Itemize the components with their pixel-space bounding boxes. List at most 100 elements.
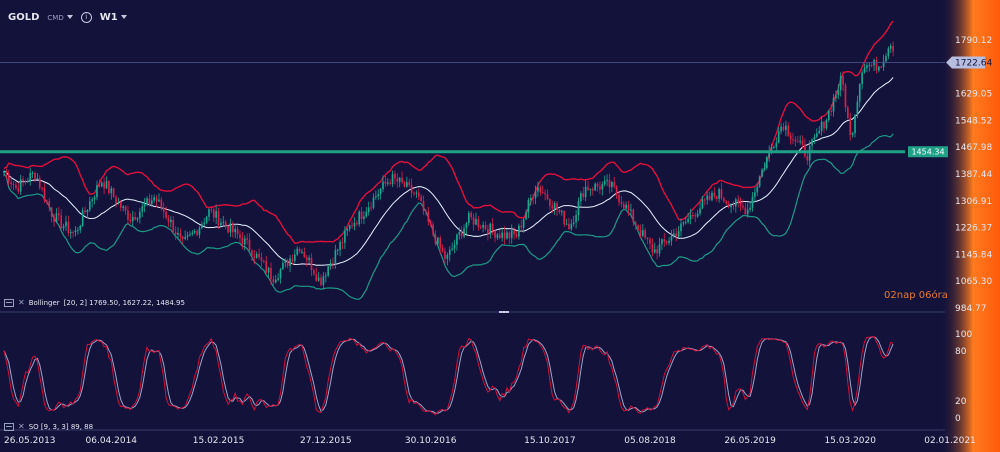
candle-body: [591, 189, 594, 191]
candle-body: [532, 198, 535, 200]
candle-body: [868, 65, 871, 67]
candle-body: [839, 76, 842, 91]
candle-body: [286, 260, 289, 266]
price-axis-tick: 1226.37: [955, 224, 992, 234]
pane-resize-handle[interactable]: [499, 311, 509, 313]
candle-body: [477, 219, 480, 227]
stoch-k-line: [3, 335, 894, 416]
candle-body: [86, 209, 89, 213]
candle-body: [220, 222, 222, 226]
indicator-settings-icon[interactable]: [4, 298, 14, 307]
candle-body: [396, 178, 399, 182]
candle-body: [618, 194, 620, 203]
candle-body: [620, 202, 623, 204]
candle-body: [170, 219, 172, 223]
candle-body: [877, 66, 880, 71]
candle-body: [460, 232, 463, 237]
candle-body: [675, 233, 678, 237]
candle-body: [823, 121, 825, 129]
candle-body: [780, 126, 782, 132]
info-icon[interactable]: i: [80, 11, 92, 23]
candle-body: [689, 215, 692, 219]
candle-body: [696, 213, 699, 217]
close-icon[interactable]: ✕: [18, 422, 25, 431]
candle-body: [296, 248, 299, 255]
candle-body: [432, 224, 434, 235]
candle-body: [62, 226, 65, 229]
candle-body: [458, 232, 461, 235]
candle-body: [563, 210, 566, 225]
last-price-tag: [946, 56, 985, 69]
candle-body: [234, 228, 237, 233]
candle-body: [79, 225, 82, 230]
candle-body: [734, 199, 737, 207]
candle-body: [315, 274, 318, 281]
candle-body: [162, 207, 165, 212]
candle-body: [410, 184, 413, 193]
time-axis-tick: 02.01.2021: [924, 436, 976, 446]
chevron-down-icon: [66, 14, 73, 19]
candle-body: [637, 225, 639, 230]
candle-body: [467, 212, 470, 224]
candle-body: [587, 186, 589, 191]
candle-body: [15, 184, 17, 188]
candle-body: [544, 192, 546, 195]
close-icon[interactable]: ✕: [18, 298, 25, 307]
candle-body: [270, 267, 272, 280]
candle-body: [124, 206, 127, 211]
candle-body: [155, 197, 158, 202]
candle-body: [313, 270, 315, 275]
indicator-settings-icon[interactable]: [4, 422, 14, 431]
candle-body: [885, 56, 887, 62]
candle-body: [453, 244, 456, 249]
candle-body: [513, 230, 515, 235]
candle-body: [577, 201, 580, 216]
candle-body: [672, 233, 675, 236]
candle-body: [613, 181, 616, 187]
time-axis-tick: 05.08.2018: [624, 436, 676, 446]
candle-body: [139, 211, 141, 219]
symbol-label[interactable]: GOLD: [8, 11, 40, 23]
candle-body: [713, 192, 716, 197]
candle-body: [253, 256, 256, 258]
candle-body: [434, 234, 437, 245]
candle-body: [701, 199, 704, 209]
candle-body: [293, 254, 296, 261]
candle-body: [549, 199, 551, 206]
time-axis: 26.05.2013 06.04.2014 15.02.2015 27.12.2015…: [4, 436, 976, 446]
candle-body: [324, 275, 327, 277]
candle-body: [267, 267, 270, 273]
candle-body: [417, 192, 420, 197]
candle-body: [386, 182, 389, 184]
candle-body: [558, 210, 561, 213]
timeframe-selector[interactable]: W1: [100, 12, 127, 23]
bollinger-upper-line: [3, 20, 894, 245]
candle-body: [277, 278, 279, 280]
price-axis-tick: 1790.12: [955, 36, 992, 46]
candle-body: [799, 140, 801, 142]
candle-body: [201, 224, 203, 228]
candle-body: [763, 168, 766, 170]
candle-body: [777, 131, 780, 143]
candle-body: [670, 235, 673, 241]
candle-body: [31, 172, 34, 174]
candle-body: [863, 68, 866, 73]
candle-body: [887, 48, 890, 57]
candle-body: [129, 219, 132, 222]
candle-body: [889, 45, 892, 49]
candle-body: [644, 230, 647, 238]
candle-body: [353, 223, 356, 227]
candle-body: [773, 146, 775, 148]
candle-countdown: 02nap 06óra: [884, 290, 948, 301]
time-axis-tick: 26.05.2019: [724, 436, 776, 446]
candle-body: [88, 201, 91, 210]
candle-body: [415, 192, 418, 194]
bollinger-values: [20, 2] 1769.50, 1627.22, 1484.95: [63, 298, 185, 307]
source-selector[interactable]: CMD: [47, 12, 73, 23]
candle-body: [191, 232, 194, 235]
candle-body: [224, 221, 227, 226]
candle-body: [115, 197, 117, 204]
candle-body: [186, 235, 189, 237]
candle-body: [680, 223, 682, 232]
